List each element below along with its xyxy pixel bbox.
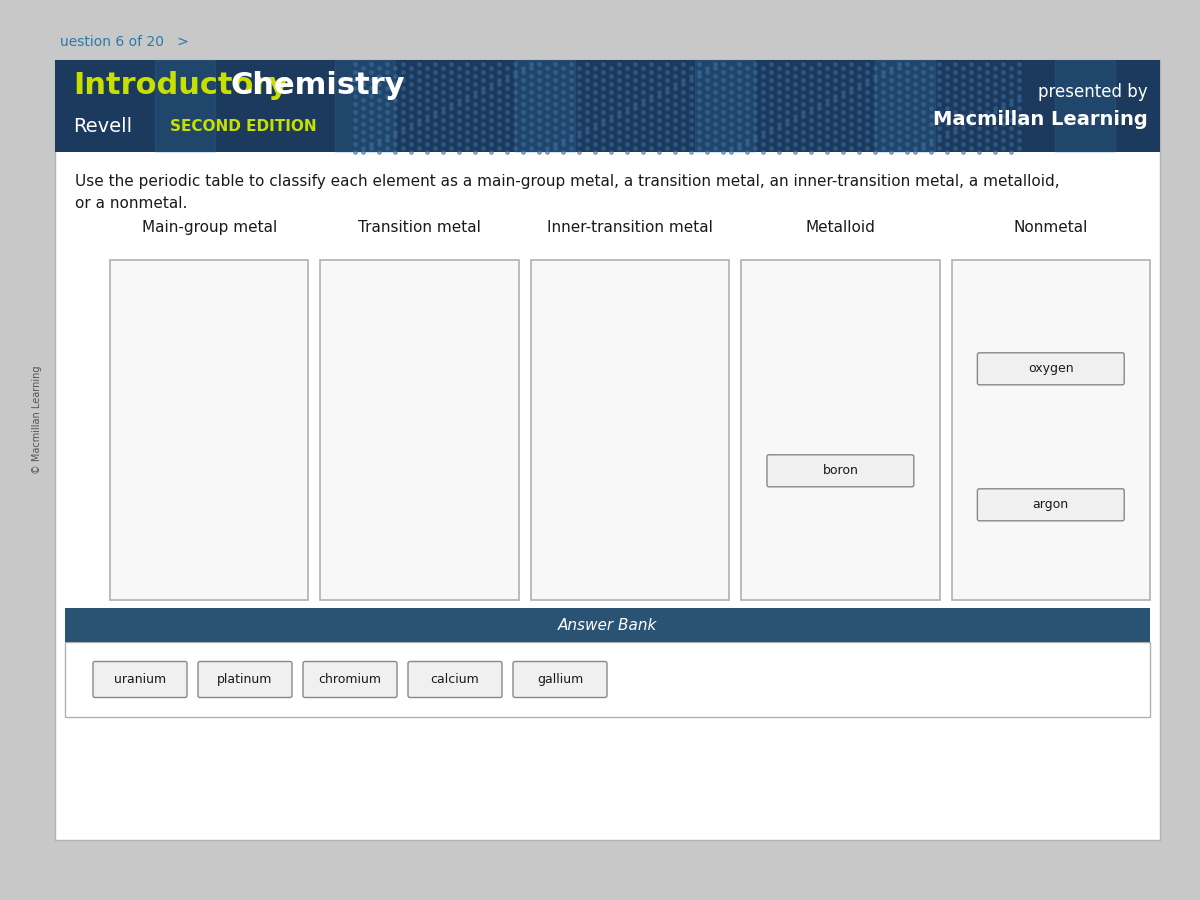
Text: Revell: Revell [73, 117, 132, 136]
Text: Chemistry: Chemistry [230, 71, 404, 100]
Text: oxygen: oxygen [1028, 363, 1074, 375]
FancyBboxPatch shape [320, 260, 518, 600]
FancyBboxPatch shape [742, 260, 940, 600]
FancyBboxPatch shape [55, 60, 1160, 152]
Text: Metalloid: Metalloid [805, 220, 875, 235]
FancyBboxPatch shape [65, 608, 1150, 642]
FancyBboxPatch shape [514, 662, 607, 698]
Text: gallium: gallium [536, 673, 583, 686]
FancyBboxPatch shape [408, 662, 502, 698]
Text: Use the periodic table to classify each element as a main-group metal, a transit: Use the periodic table to classify each … [74, 174, 1060, 189]
FancyBboxPatch shape [977, 489, 1124, 521]
FancyBboxPatch shape [94, 662, 187, 698]
Text: SECOND EDITION: SECOND EDITION [170, 119, 317, 134]
Text: Macmillan Learning: Macmillan Learning [934, 111, 1148, 130]
Text: boron: boron [822, 464, 858, 477]
Text: chromium: chromium [318, 673, 382, 686]
Text: calcium: calcium [431, 673, 479, 686]
Text: Introductory: Introductory [73, 71, 288, 100]
Text: Answer Bank: Answer Bank [558, 617, 658, 633]
FancyBboxPatch shape [302, 662, 397, 698]
Text: uestion 6 of 20   >: uestion 6 of 20 > [60, 35, 188, 49]
Text: Transition metal: Transition metal [358, 220, 481, 235]
FancyBboxPatch shape [952, 260, 1150, 600]
FancyBboxPatch shape [977, 353, 1124, 385]
FancyBboxPatch shape [530, 260, 730, 600]
Text: Inner-transition metal: Inner-transition metal [547, 220, 713, 235]
Text: presented by: presented by [1038, 83, 1148, 101]
Text: or a nonmetal.: or a nonmetal. [74, 196, 187, 211]
Text: Nonmetal: Nonmetal [1014, 220, 1088, 235]
Text: uranium: uranium [114, 673, 166, 686]
Text: platinum: platinum [217, 673, 272, 686]
Text: Main-group metal: Main-group metal [142, 220, 277, 235]
FancyBboxPatch shape [198, 662, 292, 698]
Text: © Macmillan Learning: © Macmillan Learning [32, 365, 42, 474]
FancyBboxPatch shape [65, 642, 1150, 717]
FancyBboxPatch shape [110, 260, 308, 600]
FancyBboxPatch shape [55, 60, 1160, 840]
Text: argon: argon [1033, 499, 1069, 511]
FancyBboxPatch shape [767, 454, 914, 487]
